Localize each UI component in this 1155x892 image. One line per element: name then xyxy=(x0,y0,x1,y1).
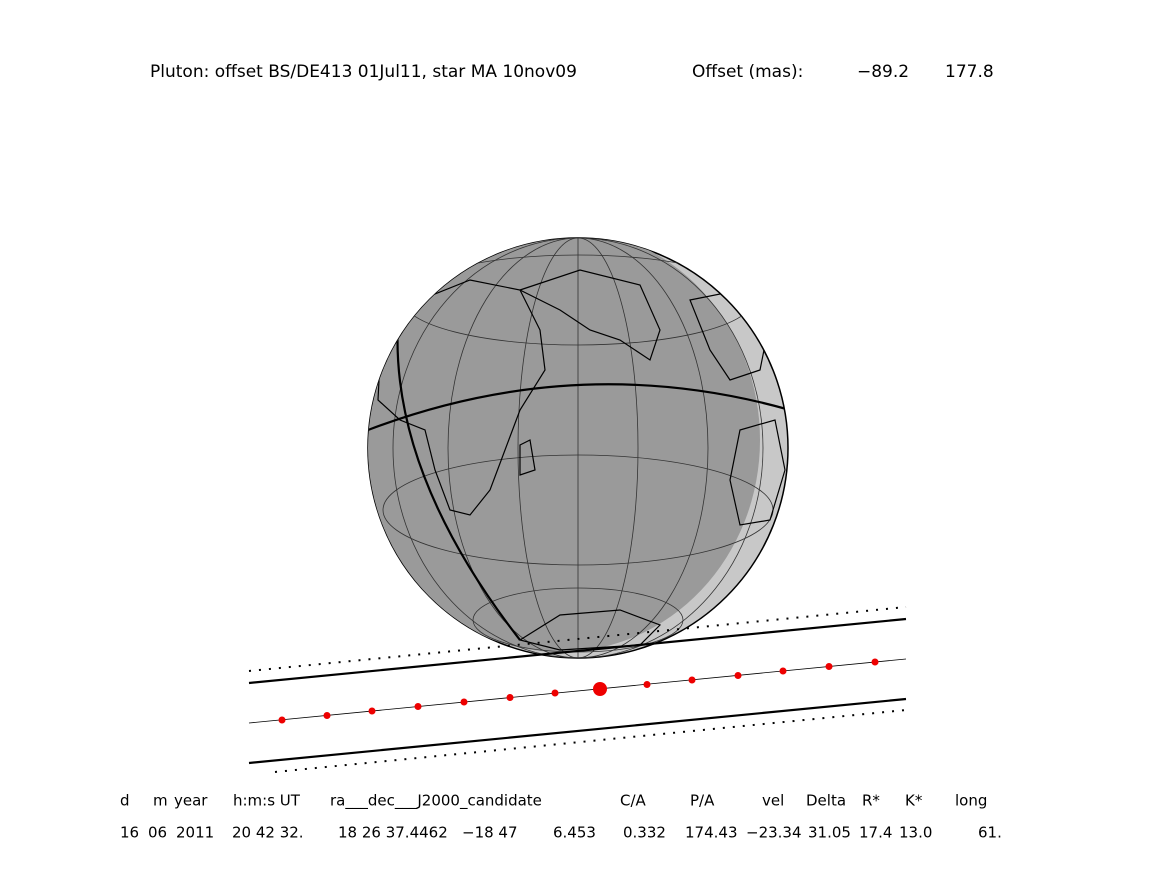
header-cell: vel xyxy=(762,792,784,810)
cell: −23.34 xyxy=(746,824,802,842)
cell: 0.332 xyxy=(623,824,666,842)
table-header: d m year h:m:s UT ra___dec___J2000_candi… xyxy=(120,792,987,811)
header-cell: long xyxy=(955,792,987,810)
header-cell: d xyxy=(120,792,130,810)
meridian xyxy=(396,299,521,641)
cell: 31.05 xyxy=(808,824,851,842)
cell: 2011 xyxy=(176,824,214,842)
equator xyxy=(368,383,788,432)
cell: 18 26 37.4462 xyxy=(338,824,448,842)
header-cell: h:m:s UT xyxy=(233,792,301,810)
header-cell: C/A xyxy=(620,792,647,810)
cell: 06 xyxy=(148,824,167,842)
offset-label: Offset (mas): xyxy=(692,62,803,82)
shadow-path xyxy=(248,606,907,773)
cell: 13.0 xyxy=(899,824,932,842)
title-text: Pluton: offset BS/DE413 01Jul11, star MA… xyxy=(150,62,577,82)
header-cell: m xyxy=(153,792,168,810)
cell: 61. xyxy=(978,824,1002,842)
night-side xyxy=(368,238,760,652)
header-cell: ra___dec___J2000_candidate xyxy=(330,792,542,811)
header-cell: P/A xyxy=(690,792,715,810)
cell: 174.43 xyxy=(685,824,738,842)
limit-dotted xyxy=(274,709,907,773)
shadow-edge xyxy=(248,617,907,685)
shadow-edge xyxy=(248,697,907,765)
offset-dec: 177.8 xyxy=(945,62,994,82)
header-cell: Delta xyxy=(806,792,846,810)
limit-dotted xyxy=(248,606,907,672)
title: Pluton: offset BS/DE413 01Jul11, star MA… xyxy=(150,62,994,82)
centerline xyxy=(248,658,907,724)
time-markers xyxy=(278,658,879,724)
cell: 6.453 xyxy=(553,824,596,842)
header-cell: K* xyxy=(905,792,923,810)
cell: 17.4 xyxy=(859,824,892,842)
globe xyxy=(367,237,789,659)
cell: 20 42 32. xyxy=(232,824,304,842)
offset-ra: −89.2 xyxy=(857,62,909,82)
cell: −18 47 xyxy=(462,824,518,842)
coastlines xyxy=(377,269,786,651)
header-cell: year xyxy=(174,792,208,810)
table-row: 16 06 2011 20 42 32. 18 26 37.4462 −18 4… xyxy=(120,824,1002,842)
header-cell: R* xyxy=(862,792,880,810)
cell: 16 xyxy=(120,824,139,842)
